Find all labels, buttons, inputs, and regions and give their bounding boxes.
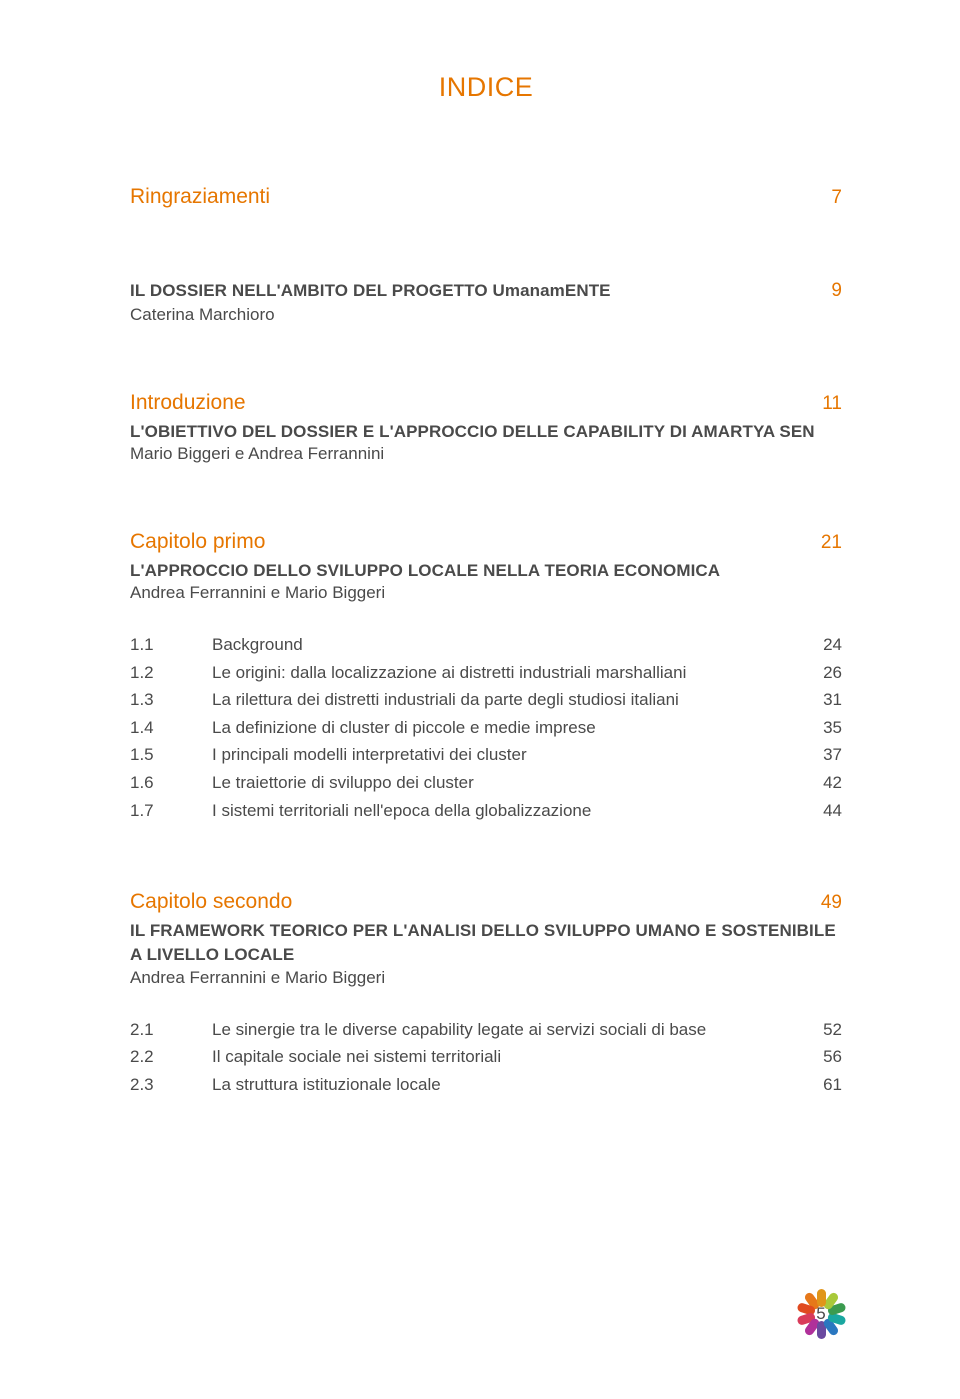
toc-entry-page: 31 bbox=[802, 686, 842, 714]
section-page-number: 49 bbox=[802, 888, 842, 917]
toc-row: 1.7I sistemi territoriali nell'epoca del… bbox=[130, 797, 842, 825]
toc-entry-page: 52 bbox=[802, 1016, 842, 1044]
toc-entry-number: 1.5 bbox=[130, 741, 212, 769]
section-subtitle: L'OBIETTIVO DEL DOSSIER E L'APPROCCIO DE… bbox=[130, 420, 842, 445]
section-heading: Ringraziamenti bbox=[130, 181, 270, 214]
toc-entry-page: 42 bbox=[802, 769, 842, 797]
toc-entry-number: 1.1 bbox=[130, 631, 212, 659]
section-page-number: 11 bbox=[802, 389, 842, 418]
flower-icon: 5 bbox=[792, 1285, 850, 1343]
toc-entry-number: 1.7 bbox=[130, 797, 212, 825]
toc-entry-page: 35 bbox=[802, 714, 842, 742]
section-subtitle: L'APPROCCIO DELLO SVILUPPO LOCALE NELLA … bbox=[130, 559, 842, 584]
toc-row: 2.2Il capitale sociale nei sistemi terri… bbox=[130, 1043, 842, 1071]
toc-row: 1.4La definizione di cluster di piccole … bbox=[130, 714, 842, 742]
section-heading: Introduzione bbox=[130, 387, 246, 420]
section-header-row: Introduzione 11 bbox=[130, 387, 842, 420]
toc-entry-label: Background bbox=[212, 631, 802, 659]
toc-row: 1.1Background24 bbox=[130, 631, 842, 659]
toc-entry-label: La definizione di cluster di piccole e m… bbox=[212, 714, 802, 742]
toc-entry-label: I principali modelli interpretativi dei … bbox=[212, 741, 802, 769]
toc-row: 1.2Le origini: dalla localizzazione ai d… bbox=[130, 659, 842, 687]
toc-entry-number: 2.3 bbox=[130, 1071, 212, 1099]
toc-entry-page: 44 bbox=[802, 797, 842, 825]
toc-entry-label: I sistemi territoriali nell'epoca della … bbox=[212, 797, 802, 825]
section-heading: Capitolo secondo bbox=[130, 886, 292, 919]
toc-entry-number: 1.4 bbox=[130, 714, 212, 742]
section-subtitle: IL DOSSIER NELL'AMBITO DEL PROGETTO Uman… bbox=[130, 278, 611, 304]
toc-section: Ringraziamenti 7 bbox=[130, 181, 842, 214]
toc-row: 1.6Le traiettorie di sviluppo dei cluste… bbox=[130, 769, 842, 797]
toc-section: Capitolo secondo 49IL FRAMEWORK TEORICO P… bbox=[130, 886, 842, 1098]
toc-entry-number: 1.2 bbox=[130, 659, 212, 687]
toc-entry-number: 2.1 bbox=[130, 1016, 212, 1044]
toc-section: Capitolo primo 21L'APPROCCIO DELLO SVILUP… bbox=[130, 526, 842, 824]
toc-entry-number: 1.3 bbox=[130, 686, 212, 714]
toc-entry-page: 56 bbox=[802, 1043, 842, 1071]
toc-content: Ringraziamenti 7 IL DOSSIER NELL'AMBITO DE… bbox=[130, 181, 842, 1099]
section-page-number: 7 bbox=[802, 183, 842, 212]
toc-row: 2.1Le sinergie tra le diverse capability… bbox=[130, 1016, 842, 1044]
toc-entry-page: 37 bbox=[802, 741, 842, 769]
toc-list: 2.1Le sinergie tra le diverse capability… bbox=[130, 1016, 842, 1099]
section-byline: Caterina Marchioro bbox=[130, 305, 842, 325]
toc-entry-label: Il capitale sociale nei sistemi territor… bbox=[212, 1043, 802, 1071]
toc-row: 1.5I principali modelli interpretativi d… bbox=[130, 741, 842, 769]
section-page-number: 9 bbox=[802, 276, 842, 305]
toc-entry-page: 24 bbox=[802, 631, 842, 659]
toc-section: IL DOSSIER NELL'AMBITO DEL PROGETTO Uman… bbox=[130, 276, 842, 325]
toc-row: 2.3La struttura istituzionale locale61 bbox=[130, 1071, 842, 1099]
section-byline: Andrea Ferrannini e Mario Biggeri bbox=[130, 583, 842, 603]
section-heading: Capitolo primo bbox=[130, 526, 265, 559]
section-page-number: 21 bbox=[802, 528, 842, 557]
section-byline: Andrea Ferrannini e Mario Biggeri bbox=[130, 968, 842, 988]
section-header-row: IL DOSSIER NELL'AMBITO DEL PROGETTO Uman… bbox=[130, 276, 842, 305]
section-header-row: Capitolo secondo 49 bbox=[130, 886, 842, 919]
toc-list: 1.1Background241.2Le origini: dalla loca… bbox=[130, 631, 842, 824]
toc-row: 1.3La rilettura dei distretti industrial… bbox=[130, 686, 842, 714]
toc-entry-label: La struttura istituzionale locale bbox=[212, 1071, 802, 1099]
section-byline: Mario Biggeri e Andrea Ferrannini bbox=[130, 444, 842, 464]
section-header-row: Ringraziamenti 7 bbox=[130, 181, 842, 214]
toc-section: Introduzione 11L'OBIETTIVO DEL DOSSIER E … bbox=[130, 387, 842, 464]
toc-entry-page: 61 bbox=[802, 1071, 842, 1099]
toc-entry-label: La rilettura dei distretti industriali d… bbox=[212, 686, 802, 714]
toc-entry-number: 1.6 bbox=[130, 769, 212, 797]
toc-entry-number: 2.2 bbox=[130, 1043, 212, 1071]
section-subtitle: IL FRAMEWORK TEORICO PER L'ANALISI DELLO… bbox=[130, 919, 842, 968]
section-header-row: Capitolo primo 21 bbox=[130, 526, 842, 559]
toc-entry-label: Le traiettorie di sviluppo dei cluster bbox=[212, 769, 802, 797]
toc-entry-label: Le origini: dalla localizzazione ai dist… bbox=[212, 659, 802, 687]
toc-entry-label: Le sinergie tra le diverse capability le… bbox=[212, 1016, 802, 1044]
page-number: 5 bbox=[792, 1304, 850, 1324]
page-title: INDICE bbox=[130, 72, 842, 103]
page: INDICE Ringraziamenti 7 IL DOSSIER NELL'AM… bbox=[0, 0, 960, 1399]
toc-entry-page: 26 bbox=[802, 659, 842, 687]
